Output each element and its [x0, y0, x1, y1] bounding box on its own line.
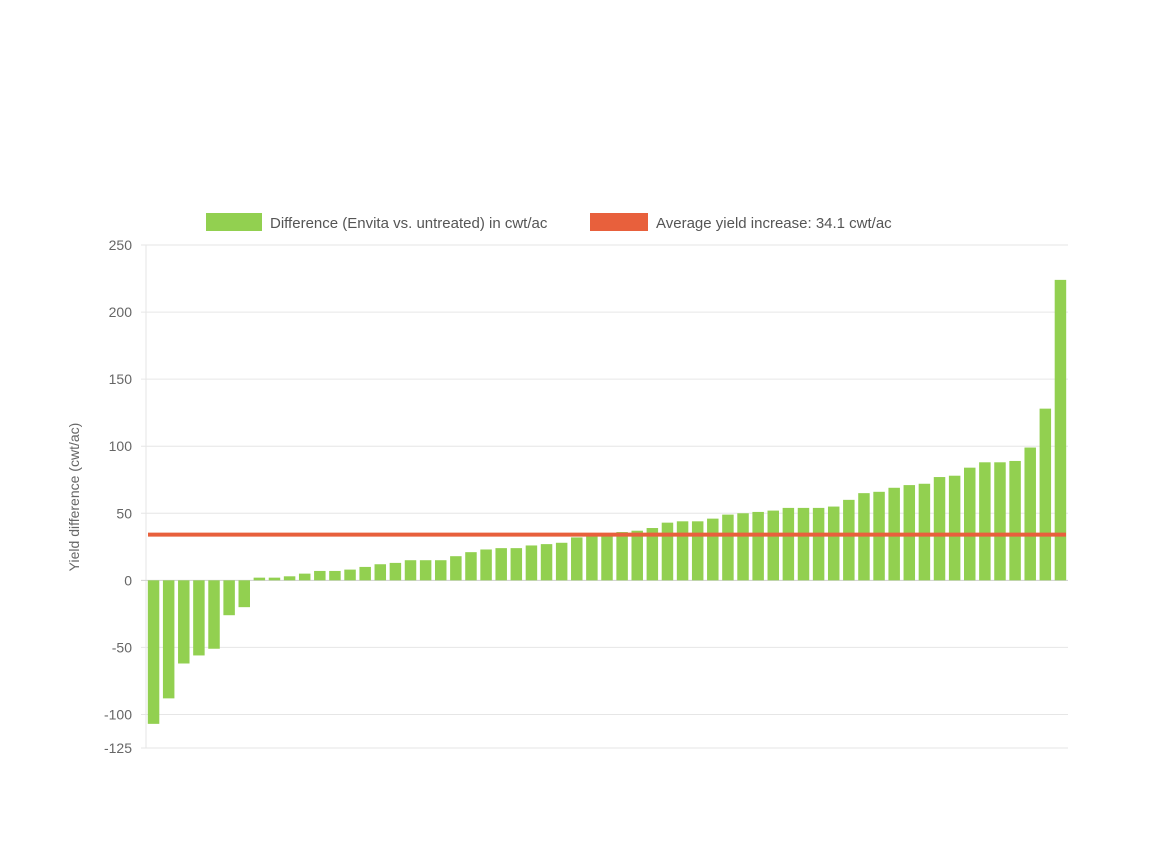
bar[interactable] [404, 560, 417, 581]
y-tick-label: 150 [109, 371, 133, 387]
y-tick-label: 50 [116, 505, 132, 521]
bar[interactable] [208, 580, 220, 649]
y-tick-label: 100 [109, 438, 133, 454]
bar[interactable] [480, 549, 492, 581]
bar[interactable] [359, 566, 371, 581]
bar[interactable] [797, 507, 810, 581]
bar[interactable] [752, 511, 764, 581]
bar[interactable] [223, 580, 235, 616]
legend-swatch-difference[interactable] [206, 213, 262, 231]
bar[interactable] [450, 556, 462, 581]
legend-label-difference: Difference (Envita vs. untreated) in cwt… [270, 215, 548, 232]
bar[interactable] [434, 560, 447, 581]
bar[interactable] [827, 506, 840, 581]
bar[interactable] [767, 510, 780, 581]
legend-label-average: Average yield increase: 34.1 cwt/ac [656, 215, 892, 232]
bar[interactable] [646, 528, 659, 581]
y-tick-label: 200 [109, 304, 133, 320]
bar[interactable] [782, 507, 795, 581]
gridlines [141, 244, 1068, 749]
bar[interactable] [1054, 279, 1067, 581]
bar[interactable] [964, 467, 976, 581]
bar[interactable] [344, 569, 356, 581]
bar[interactable] [314, 570, 326, 581]
bar[interactable] [707, 518, 719, 581]
bar[interactable] [616, 532, 628, 581]
y-tick-label: -100 [104, 706, 132, 722]
bar[interactable] [994, 462, 1006, 581]
bar[interactable] [812, 507, 825, 581]
bar[interactable] [676, 521, 689, 581]
y-tick-label: -125 [104, 740, 132, 756]
bar[interactable] [268, 577, 281, 581]
bar[interactable] [843, 499, 855, 581]
bar[interactable] [465, 552, 477, 581]
bar[interactable] [389, 562, 402, 581]
y-axis-ticks: 250 200 150 100 50 0 -50 -100 -125 [104, 237, 132, 756]
bar[interactable] [979, 462, 991, 581]
bar[interactable] [933, 477, 946, 581]
bar[interactable] [238, 580, 250, 608]
legend-swatch-average[interactable] [590, 213, 648, 231]
bar[interactable] [948, 475, 961, 581]
bar[interactable] [525, 545, 538, 581]
bar[interactable] [631, 530, 643, 581]
bar[interactable] [253, 577, 266, 581]
bar[interactable] [193, 580, 205, 656]
bar[interactable] [555, 542, 568, 581]
bar[interactable] [1024, 447, 1036, 581]
y-tick-label: -50 [112, 639, 132, 655]
bar[interactable] [374, 564, 387, 581]
bar[interactable] [540, 544, 553, 581]
y-axis-title: Yield difference (cwt/ac) [66, 423, 82, 572]
bar[interactable] [495, 548, 507, 581]
y-tick-label: 250 [109, 237, 133, 253]
bar[interactable] [601, 533, 613, 581]
bar[interactable] [162, 580, 175, 699]
bar[interactable] [178, 580, 190, 664]
bar[interactable] [329, 570, 341, 581]
bar[interactable] [918, 483, 931, 581]
bar[interactable] [661, 522, 674, 581]
bar[interactable] [1039, 408, 1052, 581]
bar[interactable] [147, 580, 160, 724]
y-tick-label: 0 [124, 572, 132, 588]
legend: Difference (Envita vs. untreated) in cwt… [206, 213, 892, 232]
bar[interactable] [722, 514, 734, 581]
bars [147, 279, 1067, 724]
bar[interactable] [571, 537, 583, 581]
bar[interactable] [419, 560, 432, 581]
bar[interactable] [298, 573, 311, 581]
bar[interactable] [283, 576, 296, 581]
bar[interactable] [586, 533, 598, 581]
bar[interactable] [858, 493, 870, 581]
bar[interactable] [1009, 460, 1021, 581]
bar[interactable] [510, 548, 523, 581]
bar[interactable] [691, 521, 704, 581]
bar[interactable] [737, 513, 749, 581]
